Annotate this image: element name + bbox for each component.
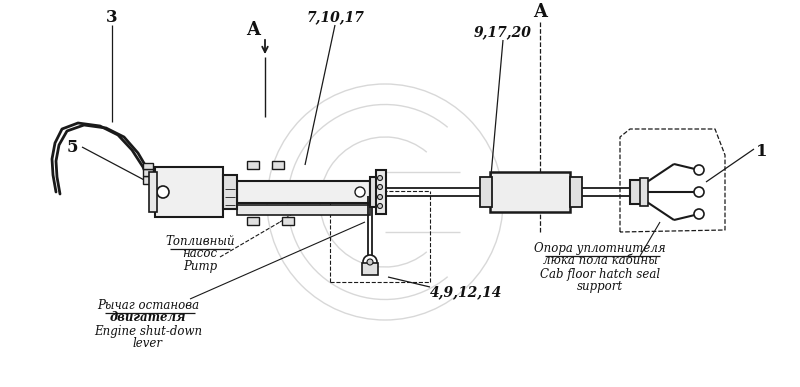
Circle shape <box>378 204 382 209</box>
Text: 4,9,12,14: 4,9,12,14 <box>430 285 502 299</box>
Text: Рычаг останова: Рычаг останова <box>97 299 199 312</box>
Text: 3: 3 <box>106 9 118 26</box>
Text: 7,10,17: 7,10,17 <box>306 10 364 24</box>
Bar <box>362 263 378 275</box>
Bar <box>155 167 223 217</box>
Bar <box>570 177 582 207</box>
Text: lever: lever <box>133 337 163 350</box>
Text: support: support <box>577 280 623 293</box>
Circle shape <box>378 175 382 180</box>
Bar <box>640 178 648 206</box>
Bar <box>149 172 157 212</box>
Circle shape <box>694 187 704 197</box>
Bar <box>247 161 259 169</box>
Bar <box>143 169 153 176</box>
Bar <box>247 217 259 225</box>
Circle shape <box>367 259 373 265</box>
Circle shape <box>694 165 704 175</box>
Circle shape <box>378 195 382 200</box>
Text: насос: насос <box>182 247 218 260</box>
Text: люка пола кабины: люка пола кабины <box>542 254 658 267</box>
Bar <box>223 175 237 209</box>
Text: A: A <box>246 21 260 39</box>
Bar <box>143 176 153 184</box>
Text: двигателя: двигателя <box>110 311 186 324</box>
Bar <box>237 205 370 215</box>
Text: Engine shut-down: Engine shut-down <box>94 325 202 338</box>
Bar <box>630 180 644 204</box>
Text: Cab floor hatch seal: Cab floor hatch seal <box>540 268 660 281</box>
Bar <box>480 177 492 207</box>
Circle shape <box>378 185 382 190</box>
Bar <box>376 170 386 214</box>
Bar <box>490 172 570 212</box>
Text: A: A <box>533 3 547 21</box>
Text: 9,17,20: 9,17,20 <box>474 25 532 39</box>
Bar <box>143 163 153 169</box>
Text: 1: 1 <box>756 144 768 161</box>
Bar <box>237 181 370 203</box>
Text: Опора уплотнителя: Опора уплотнителя <box>534 242 666 255</box>
Text: Pump: Pump <box>183 260 217 273</box>
Circle shape <box>694 209 704 219</box>
Bar <box>272 161 284 169</box>
Circle shape <box>355 187 365 197</box>
Bar <box>282 217 294 225</box>
Text: Топливный: Топливный <box>165 235 235 248</box>
Text: 5: 5 <box>66 139 78 156</box>
Bar <box>370 177 382 207</box>
Circle shape <box>157 186 169 198</box>
Circle shape <box>363 255 377 269</box>
